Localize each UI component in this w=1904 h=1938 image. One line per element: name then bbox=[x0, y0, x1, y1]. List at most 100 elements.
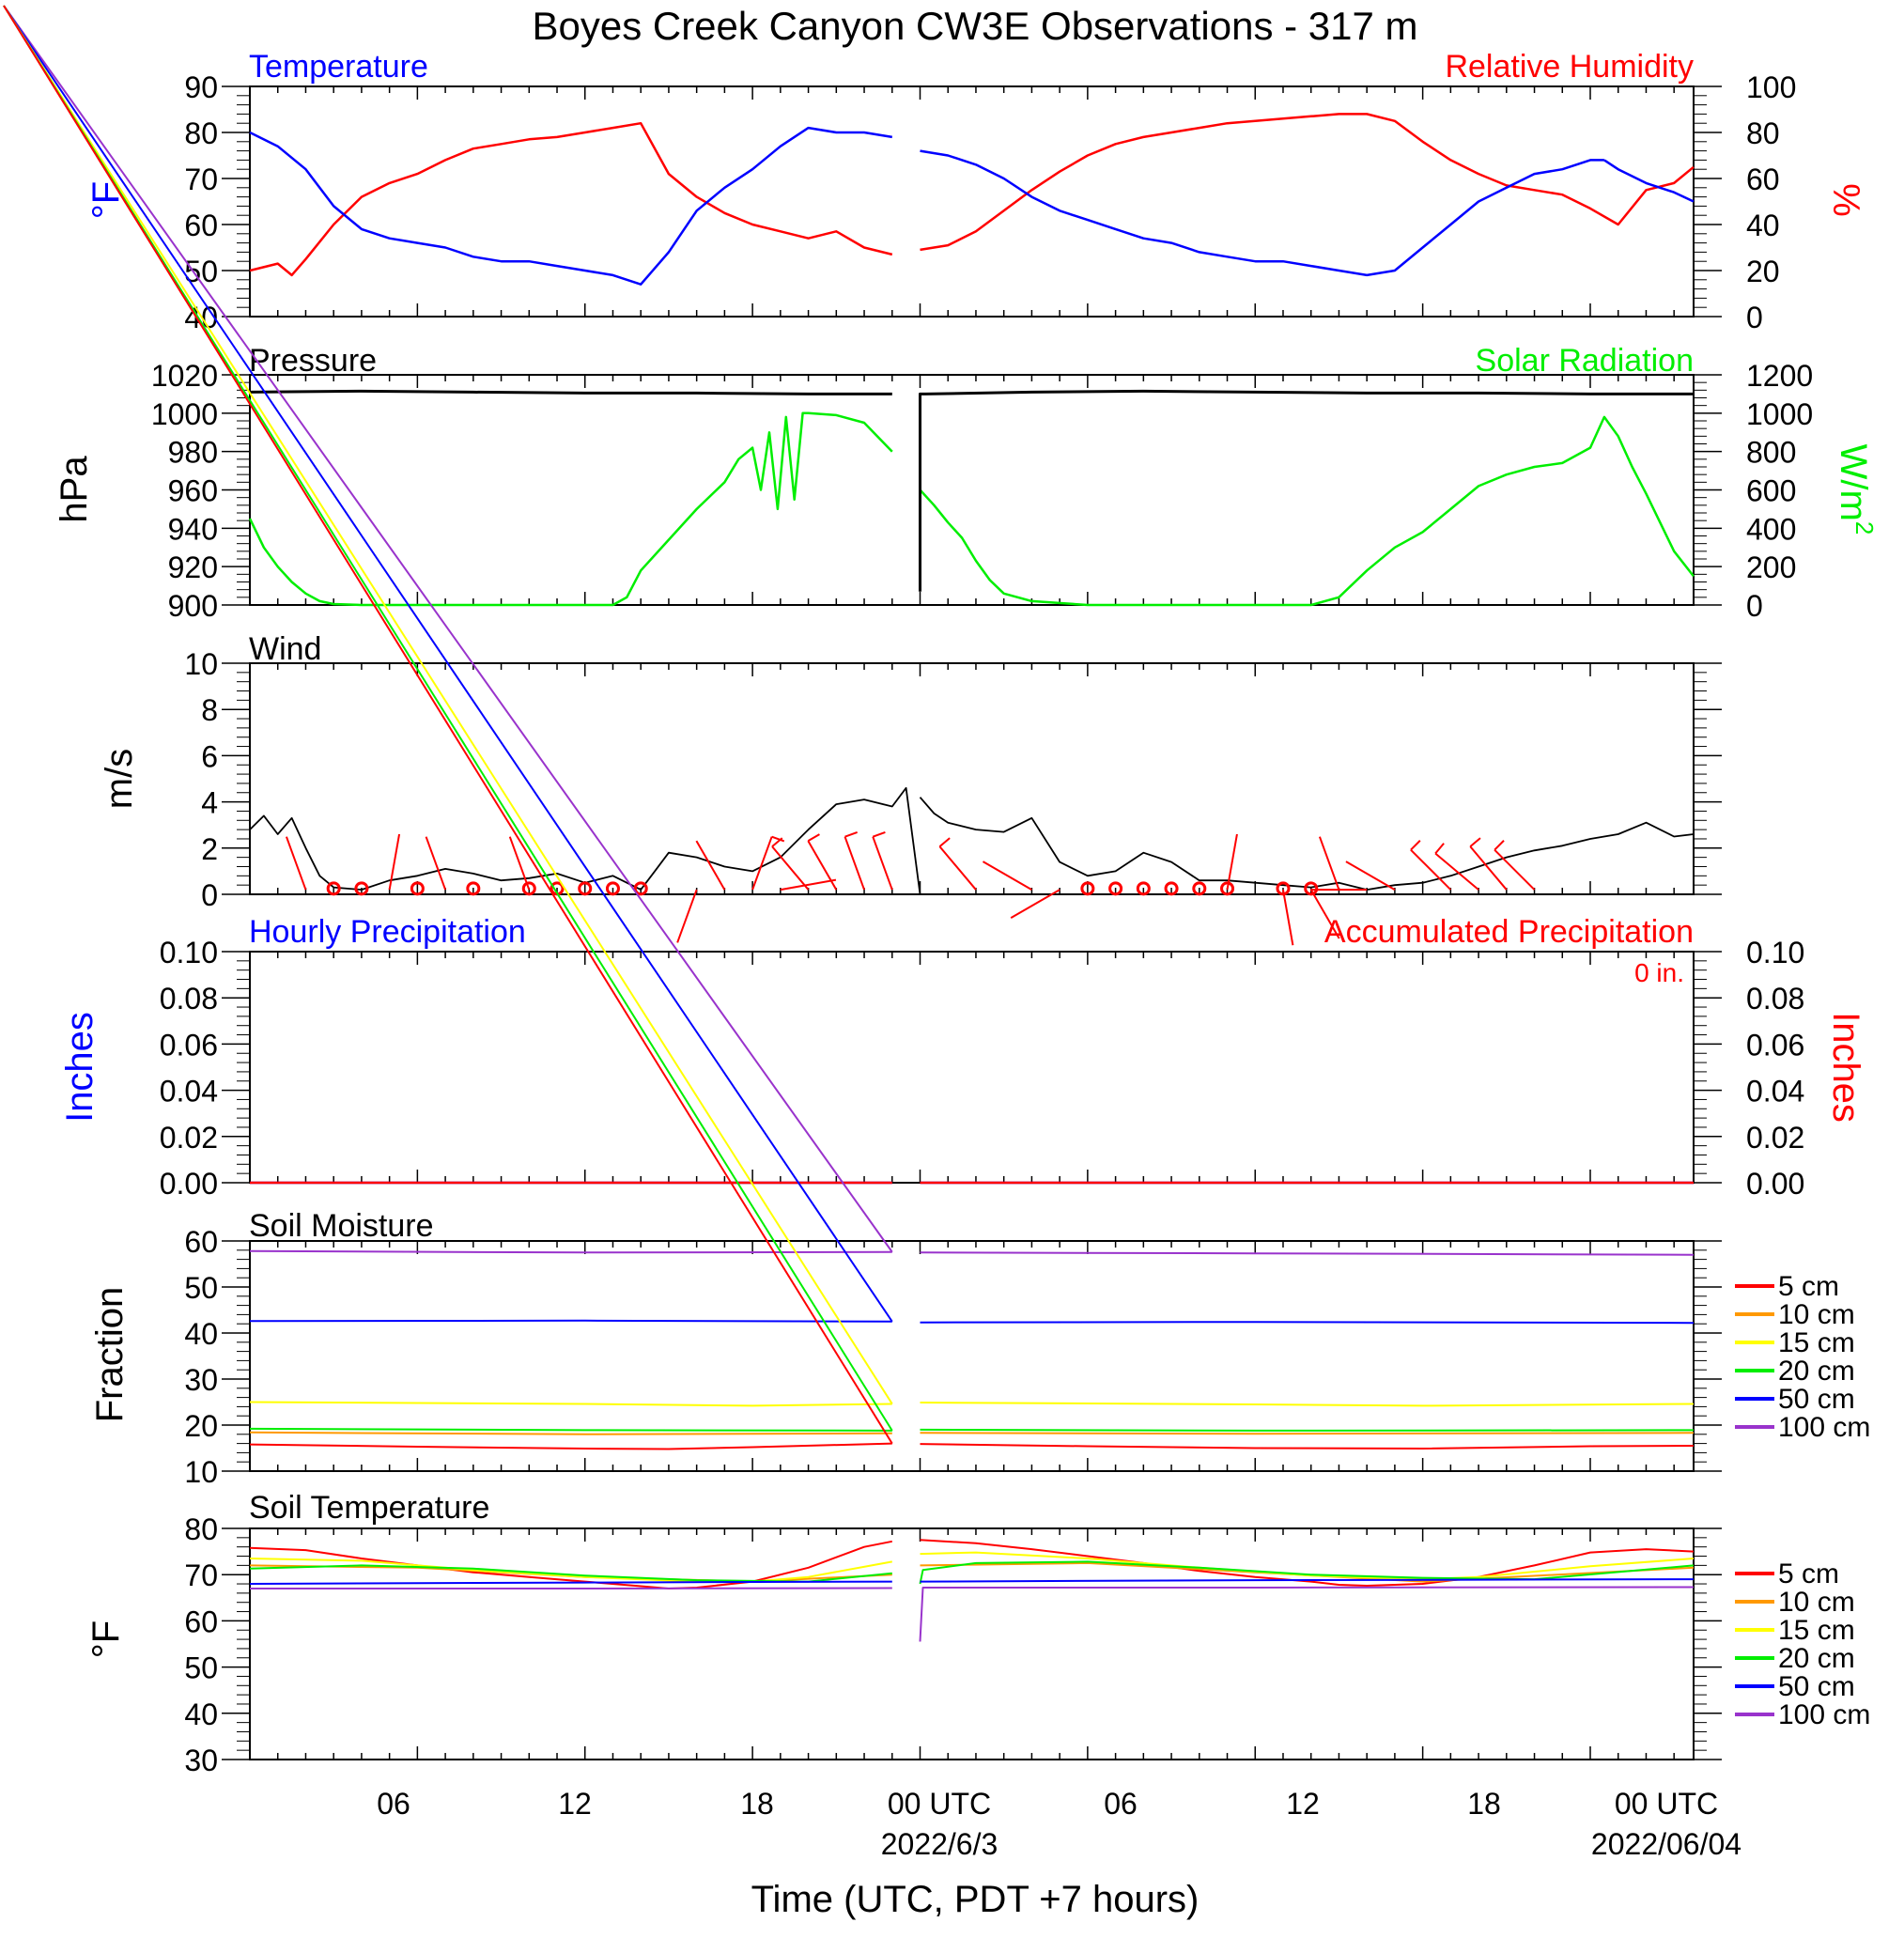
panel1-ytick-label-left: 80 bbox=[184, 116, 218, 150]
panel2-ytick-label-right: 800 bbox=[1746, 436, 1796, 470]
panel1-ytick-label-right: 20 bbox=[1746, 255, 1780, 288]
x-tick-label-5: 12 bbox=[1286, 1787, 1320, 1821]
panel2-ytick-label-left: 920 bbox=[168, 550, 218, 584]
panel2-ytick-label-right: 200 bbox=[1746, 550, 1796, 584]
panel5-frame bbox=[249, 1240, 1695, 1472]
panel3-ytick-label-left: 6 bbox=[201, 739, 218, 773]
wind-barb-4 bbox=[676, 889, 698, 943]
panel4-ytick-label-right: 0.06 bbox=[1746, 1028, 1804, 1062]
wind-barb-3 bbox=[508, 836, 531, 891]
soil-moisture-line-2-segment-0 bbox=[249, 1401, 892, 1407]
streak-line-1 bbox=[3, 5, 893, 1323]
x-tick-label-2: 18 bbox=[740, 1787, 774, 1821]
wind-barb-flag-11 bbox=[872, 830, 886, 838]
soil-temp-line-4-segment-0 bbox=[249, 1580, 892, 1585]
panel1-ytick-label-right: 40 bbox=[1746, 209, 1780, 242]
panel4-ytick-label-right: 0.10 bbox=[1746, 936, 1804, 969]
legend-5-label-4: 50 cm bbox=[1778, 1384, 1855, 1415]
panel2-ytick-label-right: 1200 bbox=[1746, 359, 1813, 393]
panel3-ytick-label-left: 10 bbox=[184, 647, 218, 681]
x-date-label-0: 2022/6/3 bbox=[881, 1827, 998, 1861]
legend-5-label-2: 15 cm bbox=[1778, 1327, 1855, 1358]
soil-moisture-line-5-segment-0 bbox=[249, 1249, 892, 1254]
panel4-ytick-label-left: 0.02 bbox=[160, 1121, 218, 1155]
wind-barb-flag-22 bbox=[1434, 843, 1445, 855]
panel5-left-title: Soil Moisture bbox=[249, 1208, 434, 1244]
panel1-left-title: Temperature bbox=[249, 49, 428, 85]
accum-precip-note: 0 in. bbox=[1634, 958, 1684, 987]
panel1-right-title: Relative Humidity bbox=[1445, 49, 1694, 85]
panel2-ytick-label-left: 940 bbox=[168, 512, 218, 546]
soil-moisture-line-3-segment-1 bbox=[920, 1428, 1695, 1432]
soil-moisture-line-0-segment-0 bbox=[249, 1442, 892, 1450]
calm-wind-circle-4 bbox=[521, 881, 536, 896]
panel3-ytick-label-left: 0 bbox=[201, 878, 218, 912]
panel2-ytick-label-right: 1000 bbox=[1746, 397, 1813, 431]
temperature-line-segment-0 bbox=[249, 126, 893, 286]
panel6-ytick-label-left: 70 bbox=[184, 1558, 218, 1592]
panel5-ytick-label-left: 50 bbox=[184, 1271, 218, 1305]
legend-6-label-1: 10 cm bbox=[1778, 1587, 1855, 1618]
solar-line-segment-1 bbox=[919, 415, 1695, 607]
panel1-ytick-label-right: 100 bbox=[1746, 70, 1796, 104]
legend-6-label-2: 15 cm bbox=[1778, 1615, 1855, 1646]
panel6-left-ylabel: °F bbox=[85, 1620, 127, 1658]
panel2-ytick-label-left: 960 bbox=[168, 474, 218, 508]
panel3-left-ylabel: m/s bbox=[99, 749, 140, 809]
wind-barb-5 bbox=[695, 840, 726, 891]
panel3-frame bbox=[249, 662, 1695, 895]
panel3-left-title: Wind bbox=[249, 631, 321, 667]
panel2-left-title: Pressure bbox=[249, 343, 377, 379]
calm-wind-circle-1 bbox=[354, 881, 369, 896]
legend-5-label-3: 20 cm bbox=[1778, 1356, 1855, 1387]
temperature-line-segment-2 bbox=[1603, 159, 1695, 203]
humidity-line-segment-0 bbox=[249, 121, 893, 277]
legend-5-label-5: 100 cm bbox=[1778, 1412, 1870, 1443]
panel1-ytick-label-right: 0 bbox=[1746, 301, 1763, 334]
legend-6-label-0: 5 cm bbox=[1778, 1558, 1839, 1589]
plot-layer: 9080706050401008060402001020100098096094… bbox=[3, 5, 1870, 1777]
calm-wind-circle-8 bbox=[633, 881, 648, 896]
panel2-ytick-label-left: 980 bbox=[168, 436, 218, 470]
panel3-ytick-label-left: 8 bbox=[201, 693, 218, 727]
wind-barb-0 bbox=[285, 836, 307, 891]
wind-barb-22 bbox=[1434, 852, 1479, 891]
wind-barb-11 bbox=[872, 836, 893, 891]
wind-speed-line-segment-1 bbox=[919, 797, 1695, 891]
legend-6-label-4: 50 cm bbox=[1778, 1671, 1855, 1702]
panel2-right-title: Solar Radiation bbox=[1476, 343, 1694, 379]
calm-wind-circle-14 bbox=[1220, 881, 1235, 896]
panel4-ytick-label-left: 0.04 bbox=[160, 1075, 218, 1109]
wind-barb-24 bbox=[1494, 848, 1536, 891]
soil-moisture-line-2-segment-1 bbox=[920, 1402, 1695, 1407]
panel6-ytick-label-left: 80 bbox=[184, 1512, 218, 1546]
soil-moisture-line-0-segment-1 bbox=[920, 1443, 1695, 1450]
wind-barb-flag-12 bbox=[938, 837, 951, 847]
wind-barb-16 bbox=[1281, 889, 1294, 946]
wind-barb-flag-6 bbox=[771, 835, 785, 843]
panel4-right-ylabel: Inches bbox=[1825, 1012, 1866, 1123]
panel1-left-ylabel: °F bbox=[85, 181, 127, 219]
pressure-line-segment-1 bbox=[919, 389, 1694, 592]
pressure-line-segment-0 bbox=[249, 389, 892, 395]
wind-barb-21 bbox=[1410, 848, 1452, 891]
panel2-left-ylabel: hPa bbox=[54, 456, 95, 523]
panel2-ytick-label-left: 1020 bbox=[151, 359, 218, 393]
panel6-ytick-label-left: 40 bbox=[184, 1698, 218, 1731]
calm-wind-circle-16 bbox=[1304, 881, 1319, 896]
panel2-ytick-label-left: 1000 bbox=[151, 397, 218, 431]
calm-wind-circle-3 bbox=[466, 881, 481, 896]
panel2-right-ylabel-sup: 2 bbox=[1850, 521, 1879, 535]
calm-wind-circle-9 bbox=[1080, 881, 1095, 896]
calm-wind-circle-15 bbox=[1276, 881, 1291, 896]
calm-wind-circle-10 bbox=[1108, 881, 1123, 896]
wind-barb-flag-8 bbox=[771, 837, 783, 847]
calm-wind-circle-7 bbox=[605, 881, 620, 896]
soil-moisture-line-5-segment-1 bbox=[920, 1251, 1695, 1256]
legend-5-label-1: 10 cm bbox=[1778, 1299, 1855, 1330]
humidity-line-segment-1 bbox=[920, 113, 1695, 252]
panel6-frame bbox=[249, 1527, 1695, 1760]
legend-6-label-5: 100 cm bbox=[1778, 1699, 1870, 1730]
panel5-ytick-label-left: 60 bbox=[184, 1225, 218, 1259]
wind-barb-18 bbox=[1318, 836, 1340, 891]
